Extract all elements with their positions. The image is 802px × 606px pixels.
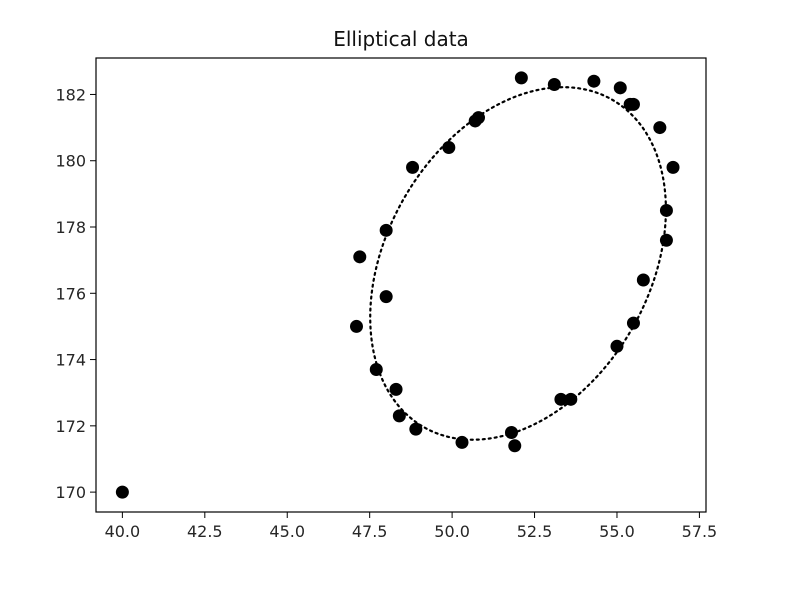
data-point (442, 140, 456, 154)
data-point (508, 439, 522, 453)
data-point (659, 203, 673, 217)
y-tick-label: 180 (55, 152, 86, 171)
chart-title: Elliptical data (333, 27, 469, 51)
data-point (653, 121, 667, 135)
data-point (514, 71, 528, 85)
y-tick-label: 174 (55, 351, 86, 370)
x-tick-label: 47.5 (352, 522, 388, 541)
x-tick-label: 42.5 (187, 522, 223, 541)
data-point (613, 81, 627, 95)
data-point (636, 273, 650, 287)
data-point (610, 339, 624, 353)
data-point (115, 485, 129, 499)
axes-frame (95, 57, 707, 513)
data-point (455, 435, 469, 449)
x-tick-label: 55.0 (599, 522, 635, 541)
y-tick-label: 172 (55, 417, 86, 436)
x-tick-label: 45.0 (269, 522, 305, 541)
data-point (406, 160, 420, 174)
data-point (659, 233, 673, 247)
x-tick-label: 52.5 (517, 522, 553, 541)
data-point (666, 160, 680, 174)
data-point (587, 74, 601, 88)
data-point (392, 409, 406, 423)
data-point (564, 392, 578, 406)
data-point (369, 363, 383, 377)
data-point (389, 382, 403, 396)
fitted-ellipse (369, 86, 668, 441)
data-point (353, 250, 367, 264)
y-tick-label: 178 (55, 218, 86, 237)
x-tick-label: 57.5 (682, 522, 718, 541)
data-point (379, 223, 393, 237)
data-point (379, 290, 393, 304)
data-point (547, 78, 561, 92)
data-point (409, 422, 423, 436)
y-tick-label: 176 (55, 284, 86, 303)
data-point (349, 319, 363, 333)
plot-area: 40.0 42.5 45.0 47.5 50.0 52.5 55.0 57.5 170 172 17… (55, 71, 718, 541)
x-tick-label: 50.0 (434, 522, 470, 541)
y-tick-label: 170 (55, 483, 86, 502)
y-tick-label: 182 (55, 85, 86, 104)
data-point (504, 425, 518, 439)
data-point (554, 392, 568, 406)
data-point (626, 97, 640, 111)
x-tick-label: 40.0 (105, 522, 141, 541)
data-point (626, 316, 640, 330)
data-point (471, 111, 485, 125)
